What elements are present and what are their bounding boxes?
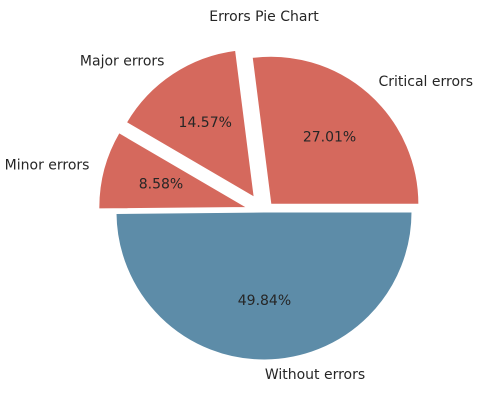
value-label: 49.84% (238, 293, 291, 309)
slice-label: Without errors (265, 367, 365, 383)
chart-title: Errors Pie Chart (209, 9, 319, 25)
slice-label: Major errors (80, 53, 165, 69)
pie-slice (115, 211, 413, 361)
value-label: 14.57% (179, 115, 232, 131)
pie-slice (98, 132, 249, 210)
value-label: 8.58% (139, 177, 183, 193)
value-label: 27.01% (303, 130, 356, 146)
slice-label: Minor errors (5, 158, 90, 174)
pie-slice (125, 49, 255, 199)
slice-label: Critical errors (378, 74, 473, 90)
pie-slice (251, 55, 420, 205)
